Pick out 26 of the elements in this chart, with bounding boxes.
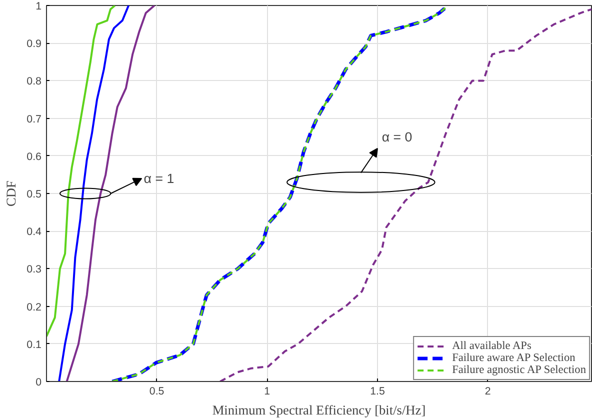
y-tick-label: 1 [36,0,42,12]
line-series [66,6,156,382]
y-tick-label: 0.1 [26,338,42,351]
line-series [219,8,592,382]
x-tick-label: 0.5 [149,386,164,398]
annotation: α = 0 [382,130,412,145]
legend-label: Failure agnostic AP Selection [452,364,586,376]
y-tick-label: 0.4 [26,226,42,238]
y-tick-label: 0 [36,376,42,388]
y-tick-label: 0.3 [26,264,42,276]
y-tick-label: 0.6 [26,150,42,163]
legend-label: Failure aware AP Selection [452,352,576,364]
y-tick-label: 0.7 [26,113,42,126]
y-tick-label: 0.5 [26,188,42,200]
x-tick-label: 2 [484,386,491,398]
y-tick-label: 0.9 [26,38,42,50]
line-series [58,6,130,382]
y-axis-title: CDF [4,180,19,206]
line-series [46,6,116,338]
y-tick-label: 0.2 [26,301,42,314]
annotation: α = 1 [144,170,174,186]
x-axis-title: Minimum Spectral Efficiency [bit/s/Hz] [212,402,426,418]
legend-label: All available APs [452,340,532,352]
x-tick-label: 1 [264,386,270,398]
y-tick-label: 0.8 [26,76,42,88]
x-tick-label: 1.5 [370,386,385,398]
